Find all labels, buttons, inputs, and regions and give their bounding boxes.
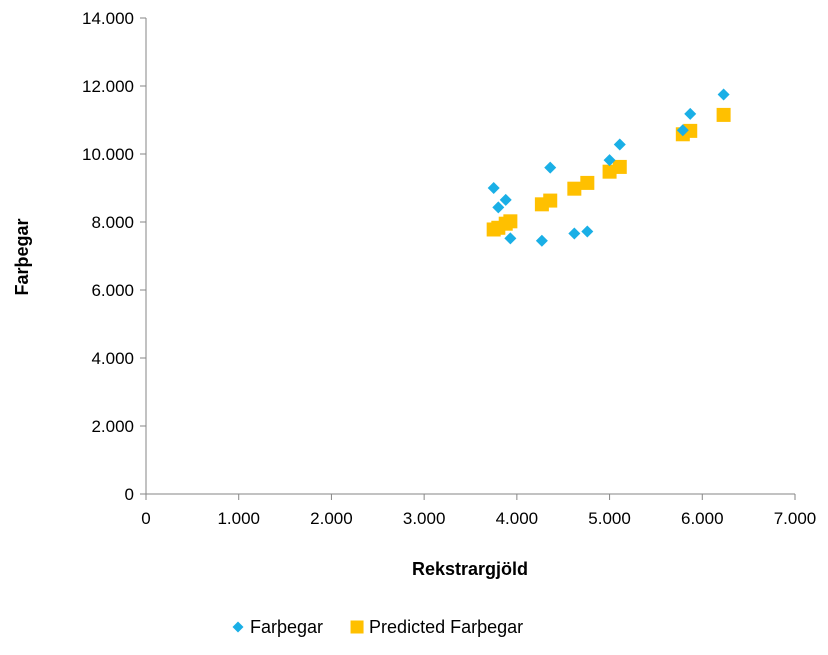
series-farthegar: [487, 88, 730, 247]
y-tick-label: 12.000: [82, 77, 134, 96]
x-axis-ticks: 0 1.000 2.000 3.000 4.000 5.000 6.000 7.000: [141, 494, 816, 528]
y-tick-label: 4.000: [91, 349, 134, 368]
x-tick-label: 6.000: [681, 509, 724, 528]
predicted-point: [567, 181, 582, 196]
series-predicted-farthegar: [486, 107, 731, 237]
actual-point: [568, 227, 581, 240]
y-tick-label: 14.000: [82, 9, 134, 28]
x-tick-label: 0: [141, 509, 150, 528]
x-axis-title: Rekstrargjöld: [412, 559, 528, 579]
y-tick-label: 6.000: [91, 281, 134, 300]
x-tick-label: 2.000: [310, 509, 353, 528]
y-tick-label: 0: [125, 485, 134, 504]
legend-label: Farþegar: [250, 617, 323, 637]
predicted-point: [683, 123, 698, 138]
actual-point: [487, 182, 500, 194]
legend-label: Predicted Farþegar: [369, 617, 523, 637]
y-axis-title: Farþegar: [12, 218, 32, 295]
x-tick-label: 3.000: [403, 509, 446, 528]
actual-point: [717, 88, 730, 101]
actual-point: [499, 193, 512, 206]
y-tick-label: 10.000: [82, 145, 134, 164]
actual-point: [613, 138, 626, 151]
predicted-point: [503, 214, 518, 229]
actual-point: [676, 124, 689, 137]
legend: Farþegar Predicted Farþegar: [232, 617, 523, 637]
predicted-point: [716, 107, 731, 122]
actual-point: [492, 201, 505, 214]
x-tick-label: 4.000: [496, 509, 539, 528]
actual-point: [504, 232, 517, 245]
actual-point: [535, 234, 548, 247]
actual-point: [581, 225, 594, 238]
x-tick-label: 7.000: [774, 509, 817, 528]
y-tick-label: 8.000: [91, 213, 134, 232]
legend-diamond-icon: [232, 621, 244, 633]
predicted-point: [543, 193, 558, 208]
x-tick-label: 5.000: [588, 509, 631, 528]
axes: [145, 18, 795, 495]
data-points: [486, 88, 731, 247]
predicted-point: [580, 175, 595, 190]
y-axis-ticks: 0 2.000 4.000 6.000 8.000 10.000 12.000 14.000: [82, 9, 146, 504]
legend-square-icon: [350, 620, 364, 634]
actual-point: [603, 154, 616, 167]
predicted-point: [612, 159, 627, 174]
x-tick-label: 1.000: [217, 509, 260, 528]
y-tick-label: 2.000: [91, 417, 134, 436]
actual-point: [684, 107, 697, 120]
actual-point: [544, 161, 557, 174]
